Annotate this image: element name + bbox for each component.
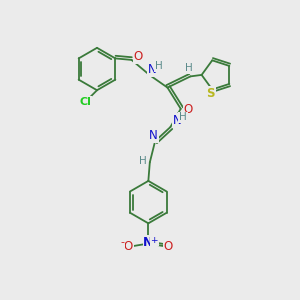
Text: +: + [151, 236, 158, 245]
Text: O: O [134, 50, 143, 63]
Text: H: H [185, 63, 193, 73]
Text: S: S [206, 86, 215, 100]
Text: O: O [184, 103, 193, 116]
Text: O: O [164, 240, 173, 253]
Text: N: N [149, 129, 158, 142]
Text: N: N [148, 63, 157, 76]
Text: H: H [139, 156, 147, 166]
Text: H: H [155, 61, 163, 71]
Text: O: O [124, 240, 133, 253]
Text: -: - [120, 238, 124, 248]
Text: N: N [143, 236, 153, 249]
Text: H: H [179, 112, 187, 122]
Text: N: N [172, 114, 181, 127]
Text: Cl: Cl [79, 97, 91, 107]
